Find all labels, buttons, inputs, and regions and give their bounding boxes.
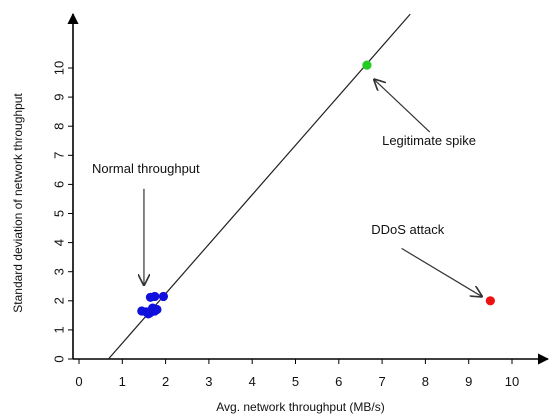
y-tick-label: 8	[51, 123, 66, 130]
data-points	[137, 60, 495, 319]
x-tick-label: 5	[292, 374, 299, 389]
x-tick-label: 0	[75, 374, 82, 389]
annotation-label: Legitimate spike	[382, 133, 476, 148]
x-tick-label: 2	[162, 374, 169, 389]
y-tick-label: 6	[51, 181, 66, 188]
y-axis-label: Standard deviation of network throughput	[11, 93, 25, 313]
x-tick-label: 4	[249, 374, 256, 389]
y-tick-label: 4	[51, 239, 66, 246]
y-tick-label: 0	[51, 355, 66, 362]
x-tick-label: 6	[335, 374, 342, 389]
y-tick-label: 3	[51, 268, 66, 275]
annotation-arrow	[374, 80, 431, 133]
annotation-label: DDoS attack	[371, 222, 444, 237]
annotation-label: Normal throughput	[92, 161, 200, 176]
y-tick-label: 10	[51, 61, 66, 75]
annotations: Normal throughput Legitimate spike DDoS at…	[92, 80, 482, 297]
reference-line-group	[107, 13, 411, 360]
x-tick-label: 7	[378, 374, 385, 389]
data-point	[150, 291, 160, 302]
y-tick-label: 2	[51, 297, 66, 304]
x-tick-label: 1	[119, 374, 126, 389]
x-tick-label: 10	[505, 374, 519, 389]
x-tick-label: 9	[465, 374, 472, 389]
x-axis-label: Avg. network throughput (MB/s)	[216, 400, 385, 414]
data-point	[485, 296, 495, 306]
y-tick-label: 9	[51, 93, 66, 100]
x-tick-label: 3	[205, 374, 212, 389]
annotation-arrow	[401, 247, 482, 296]
data-point	[152, 304, 162, 315]
data-point	[362, 60, 372, 70]
chart-ticks: 0 1 2 3 4 5 6 7 8 9 10 0 1 2 3 4 5 6 7 8 9 10	[51, 61, 519, 389]
x-tick-label: 8	[422, 374, 429, 389]
data-point	[158, 291, 169, 302]
y-tick-label: 5	[51, 210, 66, 217]
y-tick-label: 7	[51, 152, 66, 159]
y-tick-label: 1	[51, 326, 66, 333]
reference-line	[107, 13, 411, 360]
